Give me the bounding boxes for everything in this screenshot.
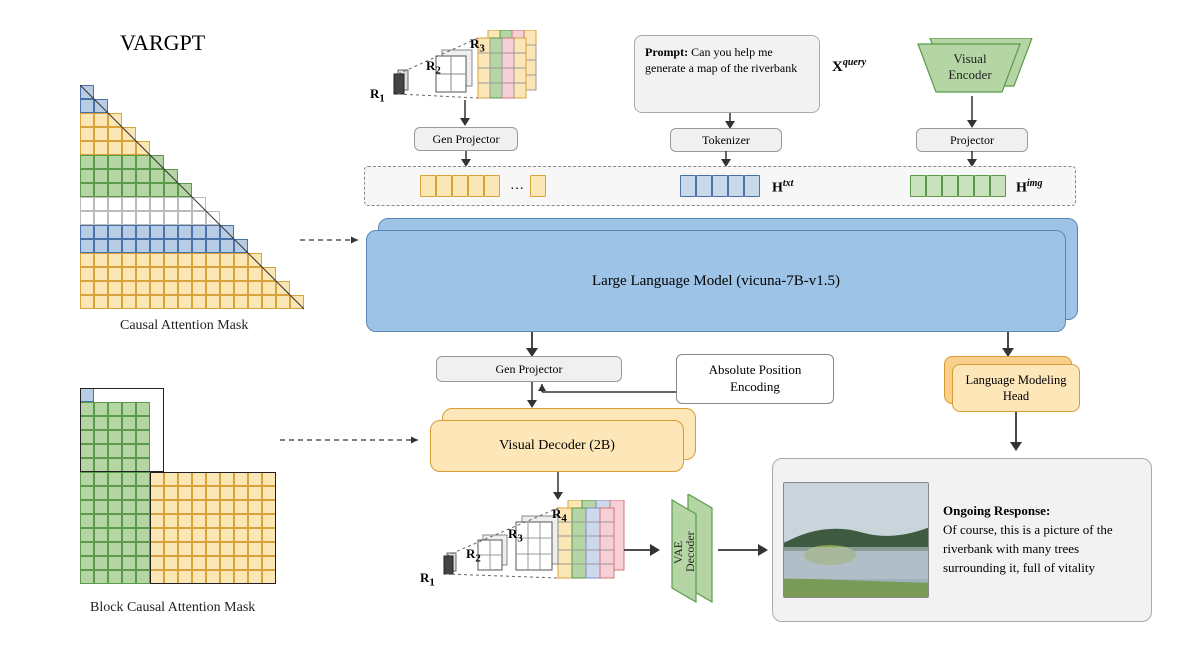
r2-label-top: R bbox=[426, 58, 435, 73]
arrow-lmhead-down bbox=[1006, 412, 1026, 452]
lm-head: Language Modeling Head bbox=[952, 364, 1080, 412]
arrow-gp2-down bbox=[522, 382, 542, 410]
tokens-yellow bbox=[420, 175, 500, 197]
r1-label-top: R bbox=[370, 86, 379, 101]
visual-decoder: Visual Decoder (2B) bbox=[430, 420, 684, 472]
tokenizer-box: Tokenizer bbox=[670, 128, 782, 152]
arrow-llm-left bbox=[522, 332, 542, 358]
tokens-ellipsis: … bbox=[510, 178, 524, 194]
scale-maps-bottom: R1 R2 R3 R4 bbox=[400, 500, 630, 610]
htxt-label: Htxt bbox=[772, 178, 793, 197]
gen-projector-top: Gen Projector bbox=[414, 127, 518, 151]
tokens-yellow-2 bbox=[530, 175, 546, 197]
r3-label-top: R bbox=[470, 36, 479, 51]
arrow-llm-right bbox=[998, 332, 1018, 358]
arrow-vd-down bbox=[548, 472, 568, 502]
gen-projector-bottom: Gen Projector bbox=[436, 356, 622, 382]
prompt-title: Prompt: bbox=[645, 45, 688, 59]
page-title: VARGPT bbox=[120, 30, 205, 56]
causal-attention-mask bbox=[80, 85, 304, 309]
arrow-abspos bbox=[532, 384, 678, 404]
prompt-box: Prompt: Can you help me generate a map o… bbox=[634, 35, 820, 113]
tokens-green bbox=[910, 175, 1006, 197]
response-image bbox=[783, 482, 929, 598]
llm-block: Large Language Model (vicuna-7B-v1.5) bbox=[366, 230, 1066, 332]
svg-text:Visual: Visual bbox=[953, 51, 987, 66]
projector-box: Projector bbox=[916, 128, 1028, 152]
dashed-arrow-causal bbox=[300, 230, 370, 250]
tokens-blue bbox=[680, 175, 760, 197]
visual-encoder: Visual Encoder bbox=[910, 38, 1040, 100]
response-body: Of course, this is a picture of the rive… bbox=[943, 522, 1113, 575]
causal-mask-label: Causal Attention Mask bbox=[120, 318, 248, 334]
svg-text:Encoder: Encoder bbox=[948, 67, 992, 82]
block-mask-label: Block Causal Attention Mask bbox=[90, 600, 255, 616]
response-title: Ongoing Response: bbox=[943, 503, 1050, 518]
llm-label: Large Language Model (vicuna-7B-v1.5) bbox=[592, 273, 840, 290]
block-causal-attention-mask bbox=[80, 388, 276, 584]
response-box: Ongoing Response: Of course, this is a p… bbox=[772, 458, 1152, 622]
xquery-label: Xquery bbox=[832, 57, 866, 76]
arrow-vae-to-resp bbox=[718, 540, 770, 560]
abs-pos-encoding: Absolute Position Encoding bbox=[676, 354, 834, 404]
r4-label-bot: R bbox=[552, 506, 561, 521]
arrow-r-to-vae bbox=[624, 540, 662, 560]
arrow-encoder-down bbox=[962, 96, 982, 130]
r2-label-bot: R bbox=[466, 546, 475, 561]
himg-label: Himg bbox=[1016, 178, 1042, 197]
svg-text:Decoder: Decoder bbox=[683, 531, 697, 572]
r1-label-bot: R bbox=[420, 570, 429, 585]
arrow-r-to-genproj bbox=[455, 100, 475, 128]
r3-label-bot: R bbox=[508, 526, 517, 541]
dashed-arrow-block bbox=[280, 430, 430, 450]
